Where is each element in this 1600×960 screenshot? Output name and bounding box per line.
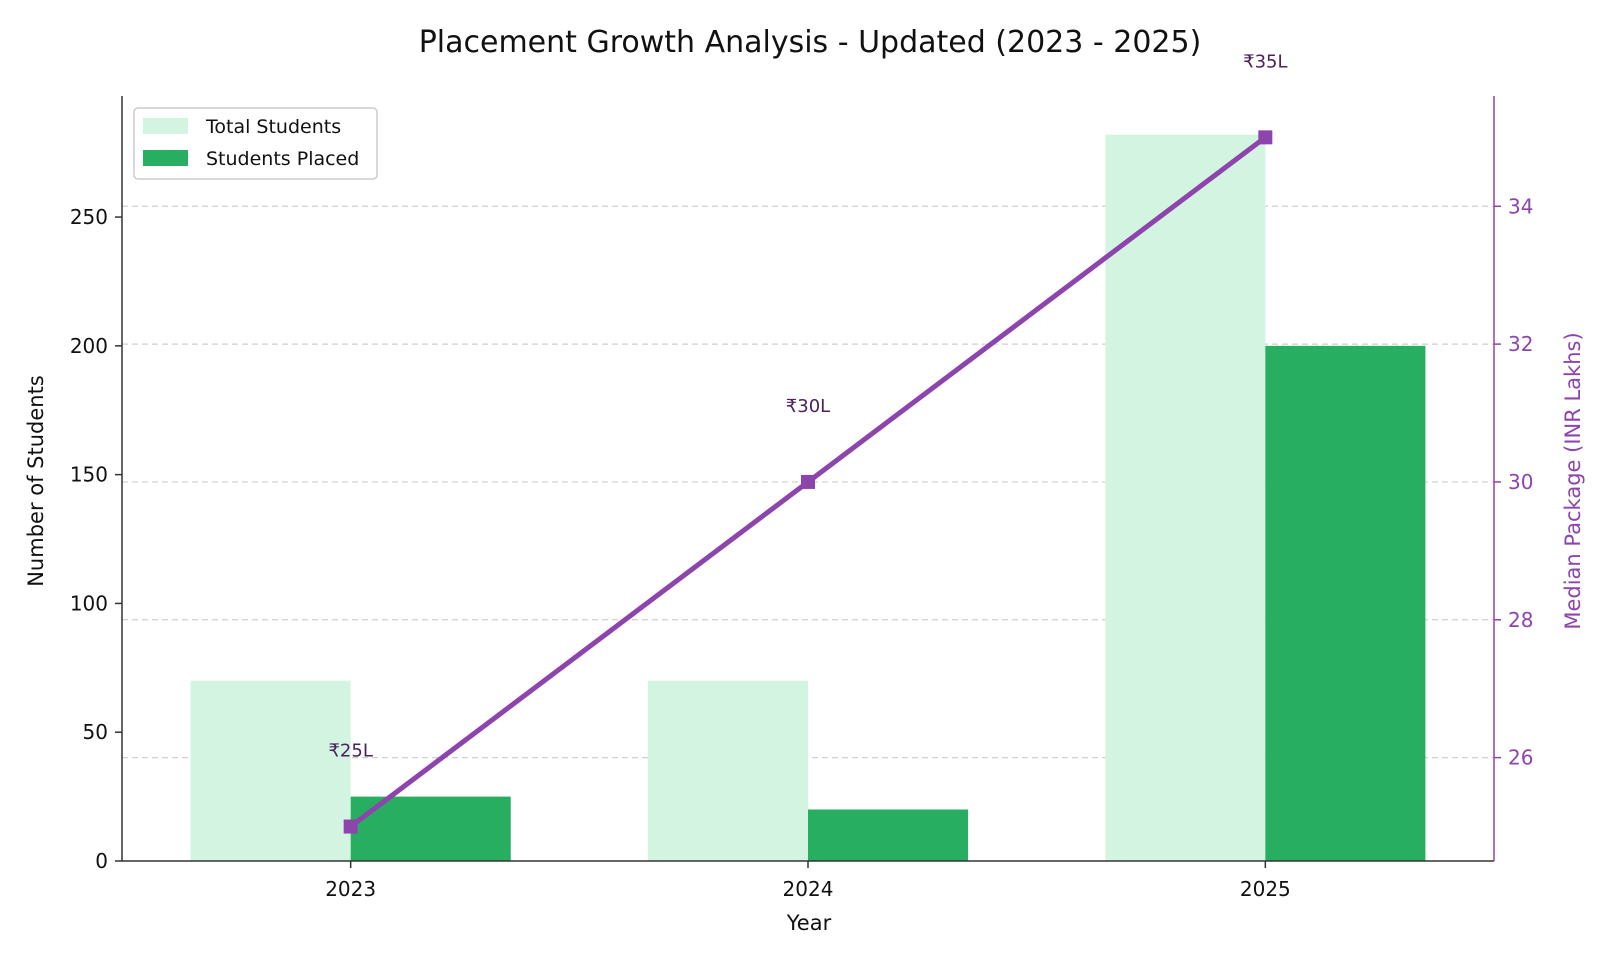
data-label-2024: ₹30L — [786, 396, 830, 417]
y-tick-label-50: 50 — [83, 720, 108, 744]
median-marker-2023 — [343, 819, 358, 834]
y2-tick-label-28: 28 — [1508, 608, 1533, 632]
legend-label-students-placed: Students Placed — [206, 148, 359, 170]
y2-tick-label-26: 26 — [1508, 746, 1533, 770]
legend-label-total-students: Total Students — [205, 116, 341, 138]
bar-students-placed-2024 — [808, 809, 969, 861]
bar-total-students-2024 — [647, 680, 808, 861]
tick-labels: 0 50 100 150 200 250 26 28 30 32 34 2023 2024 2025 — [70, 194, 1534, 901]
bars — [190, 134, 1426, 862]
legend-swatch-total-students — [143, 118, 188, 134]
data-labels: ₹25L ₹30L ₹35L — [328, 51, 1287, 761]
y-tick-label-100: 100 — [70, 591, 108, 615]
legend-swatch-students-placed — [143, 150, 188, 166]
median-line — [343, 130, 1273, 834]
y2-tick-label-32: 32 — [1508, 332, 1533, 356]
y2-tick-label-30: 30 — [1508, 470, 1533, 494]
chart-title: Placement Growth Analysis - Updated (202… — [419, 25, 1202, 60]
bar-students-placed-2025 — [1265, 345, 1426, 861]
data-label-2025: ₹35L — [1243, 51, 1287, 72]
x-axis-label: Year — [786, 911, 832, 935]
legend-frame — [133, 107, 378, 180]
data-label-2023: ₹25L — [328, 741, 372, 762]
x-tick-label-2023: 2023 — [325, 877, 376, 901]
y-tick-label-150: 150 — [70, 463, 108, 487]
bar-total-students-2023 — [190, 680, 351, 861]
bar-total-students-2025 — [1105, 134, 1266, 862]
x-tick-label-2025: 2025 — [1240, 877, 1291, 901]
x-tick-label-2024: 2024 — [783, 877, 834, 901]
y-tick-label-200: 200 — [70, 334, 108, 358]
legend: Total Students Students Placed — [133, 107, 378, 180]
y2-tick-label-34: 34 — [1508, 194, 1533, 218]
y-tick-label-250: 250 — [70, 205, 108, 229]
y-tick-label-0: 0 — [95, 849, 108, 873]
median-marker-2024 — [801, 474, 815, 489]
median-marker-2025 — [1258, 130, 1273, 145]
y2-axis-label: Median Package (INR Lakhs) — [1561, 332, 1585, 629]
y-axis-label: Number of Students — [24, 375, 48, 587]
